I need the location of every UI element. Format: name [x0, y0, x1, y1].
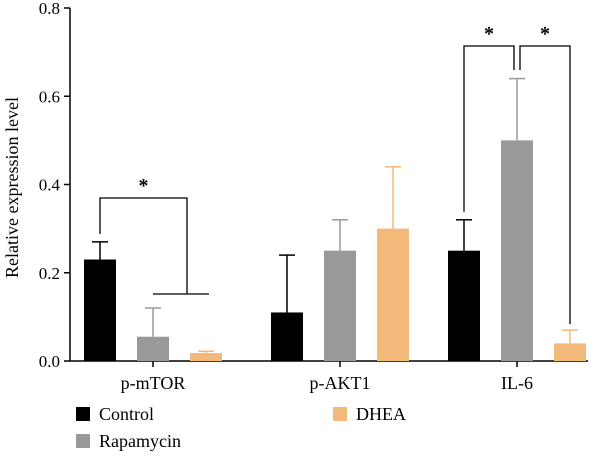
error-bars: [92, 77, 578, 354]
bar: [448, 250, 480, 361]
bar: [190, 353, 222, 361]
significance-bracket: [519, 45, 571, 325]
axes: 0.0 0.2 0.4 0.6 0.8 Relative expression level…: [2, 0, 588, 393]
legend: Control Rapamycin DHEA: [76, 404, 406, 451]
y-tick-label: 0.6: [39, 87, 60, 106]
bar: [324, 250, 356, 361]
y-tick-label: 0.4: [39, 176, 61, 195]
x-tick-label: IL-6: [501, 373, 533, 393]
y-tick-label: 0.0: [39, 352, 60, 371]
y-tick-label: 0.2: [39, 264, 60, 283]
bar: [271, 312, 303, 361]
significance-label: *: [139, 175, 149, 197]
bar: [84, 259, 116, 361]
legend-label: DHEA: [356, 404, 406, 424]
bar: [501, 140, 533, 361]
bar: [137, 336, 169, 361]
legend-label: Rapamycin: [99, 431, 181, 451]
bars: [84, 140, 586, 361]
bar: [377, 228, 409, 361]
significance-bracket: [99, 197, 188, 294]
x-tick-label: p-AKT1: [310, 373, 371, 393]
significance-brackets: * * *: [99, 23, 571, 325]
y-tick-label: 0.8: [39, 0, 60, 18]
legend-swatch: [76, 407, 90, 421]
significance-label: *: [540, 23, 550, 45]
significance-bracket: [463, 45, 515, 212]
legend-label: Control: [99, 404, 154, 424]
legend-swatch: [333, 407, 347, 421]
legend-swatch: [76, 434, 90, 448]
x-tick-label: p-mTOR: [121, 373, 186, 393]
significance-label: *: [484, 23, 494, 45]
bar: [554, 343, 586, 361]
y-axis-title: Relative expression level: [2, 97, 22, 278]
